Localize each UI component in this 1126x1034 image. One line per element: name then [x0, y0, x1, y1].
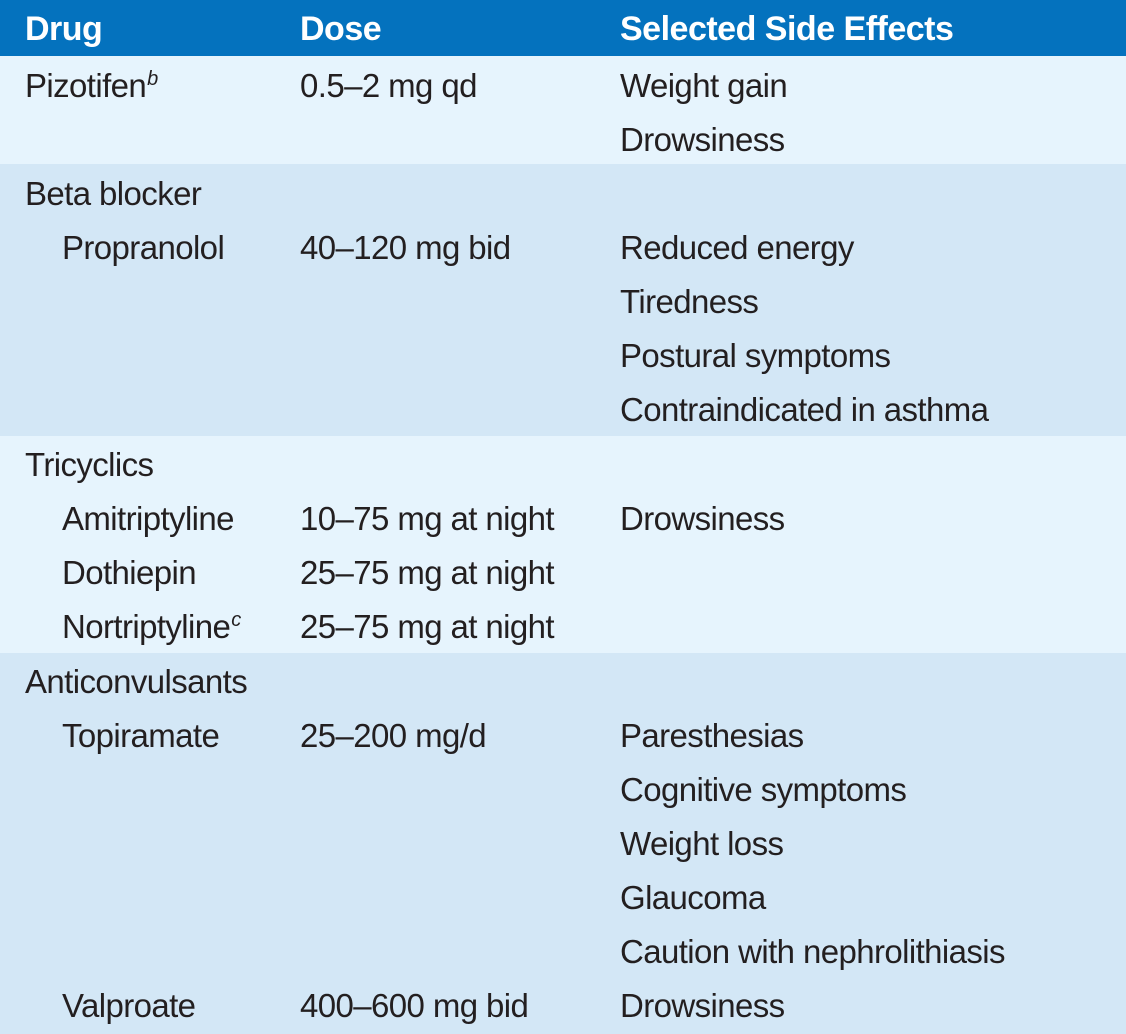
- drug-cell: Amitriptyline: [62, 500, 235, 537]
- group-band-tricyclics: Tricyclics Amitriptyline 10–75 mg at nig…: [0, 436, 1126, 653]
- table-row: Tiredness: [0, 275, 1126, 329]
- table-row: Dothiepin 25–75 mg at night: [0, 546, 1126, 600]
- table-row: Valproate 400–600 mg bid Drowsiness: [0, 979, 1126, 1033]
- effect-cell: Weight loss: [620, 825, 784, 862]
- table-row: Propranolol 40–120 mg bid Reduced energy: [0, 221, 1126, 275]
- effect-cell: Cognitive symptoms: [620, 771, 907, 808]
- effect-cell: Reduced energy: [620, 229, 854, 266]
- dose-cell: 25–200 mg/d: [300, 717, 487, 754]
- header-drug: Drug: [25, 10, 103, 48]
- dose-cell: 10–75 mg at night: [300, 500, 555, 537]
- group-band-pizotifen: Pizotifenb 0.5–2 mg qd Weight gain Drows…: [0, 56, 1126, 164]
- drug-cell: Propranolol: [62, 229, 225, 266]
- effect-cell: Glaucoma: [620, 879, 766, 916]
- table-row: Amitriptyline 10–75 mg at night Drowsine…: [0, 492, 1126, 546]
- effect-cell: Weight gain: [620, 67, 788, 104]
- table-row: Topiramate 25–200 mg/d Paresthesias: [0, 709, 1126, 763]
- drug-cell: Pizotifenb: [25, 67, 158, 104]
- group-band-beta-blocker: Beta blocker Propranolol 40–120 mg bid R…: [0, 164, 1126, 436]
- group-title: Beta blocker: [25, 175, 202, 212]
- table-row: Tricyclics: [0, 438, 1126, 492]
- table-row: Cognitive symptoms: [0, 763, 1126, 817]
- effect-cell: Paresthesias: [620, 717, 804, 754]
- table-row: Nortriptylinec 25–75 mg at night: [0, 600, 1126, 654]
- group-band-anticonvulsants: Anticonvulsants Topiramate 25–200 mg/d P…: [0, 653, 1126, 1034]
- effect-cell: Tiredness: [620, 283, 759, 320]
- table-row: Pizotifenb 0.5–2 mg qd Weight gain: [0, 59, 1126, 113]
- effect-cell: Drowsiness: [620, 121, 785, 158]
- footnote-mark: b: [147, 68, 158, 90]
- drug-cell: Topiramate: [62, 717, 220, 754]
- header-side-effects: Selected Side Effects: [620, 10, 954, 48]
- dose-cell: 40–120 mg bid: [300, 229, 511, 266]
- table-row: Anticonvulsants: [0, 655, 1126, 709]
- table-header: Drug Dose Selected Side Effects: [0, 0, 1126, 56]
- table-row: Postural symptoms: [0, 329, 1126, 383]
- table-row: Glaucoma: [0, 871, 1126, 925]
- dose-cell: 0.5–2 mg qd: [300, 67, 477, 104]
- group-title: Tricyclics: [25, 446, 154, 483]
- header-dose: Dose: [300, 10, 382, 48]
- footnote-mark: c: [231, 609, 241, 631]
- table-row: Caution with nephrolithiasis: [0, 925, 1126, 979]
- effect-cell: Drowsiness: [620, 987, 785, 1024]
- effect-cell: Caution with nephrolithiasis: [620, 933, 1006, 970]
- dose-cell: 400–600 mg bid: [300, 987, 529, 1024]
- group-title: Anticonvulsants: [25, 663, 248, 700]
- drug-cell: Dothiepin: [62, 554, 197, 591]
- dose-cell: 25–75 mg at night: [300, 608, 555, 645]
- effect-cell: Postural symptoms: [620, 337, 891, 374]
- table-row: Weight loss: [0, 817, 1126, 871]
- drug-cell: Valproate: [62, 987, 196, 1024]
- drug-cell: Nortriptylinec: [62, 608, 241, 645]
- effect-cell: Contraindicated in asthma: [620, 391, 989, 428]
- table-row: Drowsiness: [0, 113, 1126, 167]
- effect-cell: Drowsiness: [620, 500, 785, 537]
- dose-cell: 25–75 mg at night: [300, 554, 555, 591]
- table-row: Contraindicated in asthma: [0, 383, 1126, 437]
- table-row: Beta blocker: [0, 167, 1126, 221]
